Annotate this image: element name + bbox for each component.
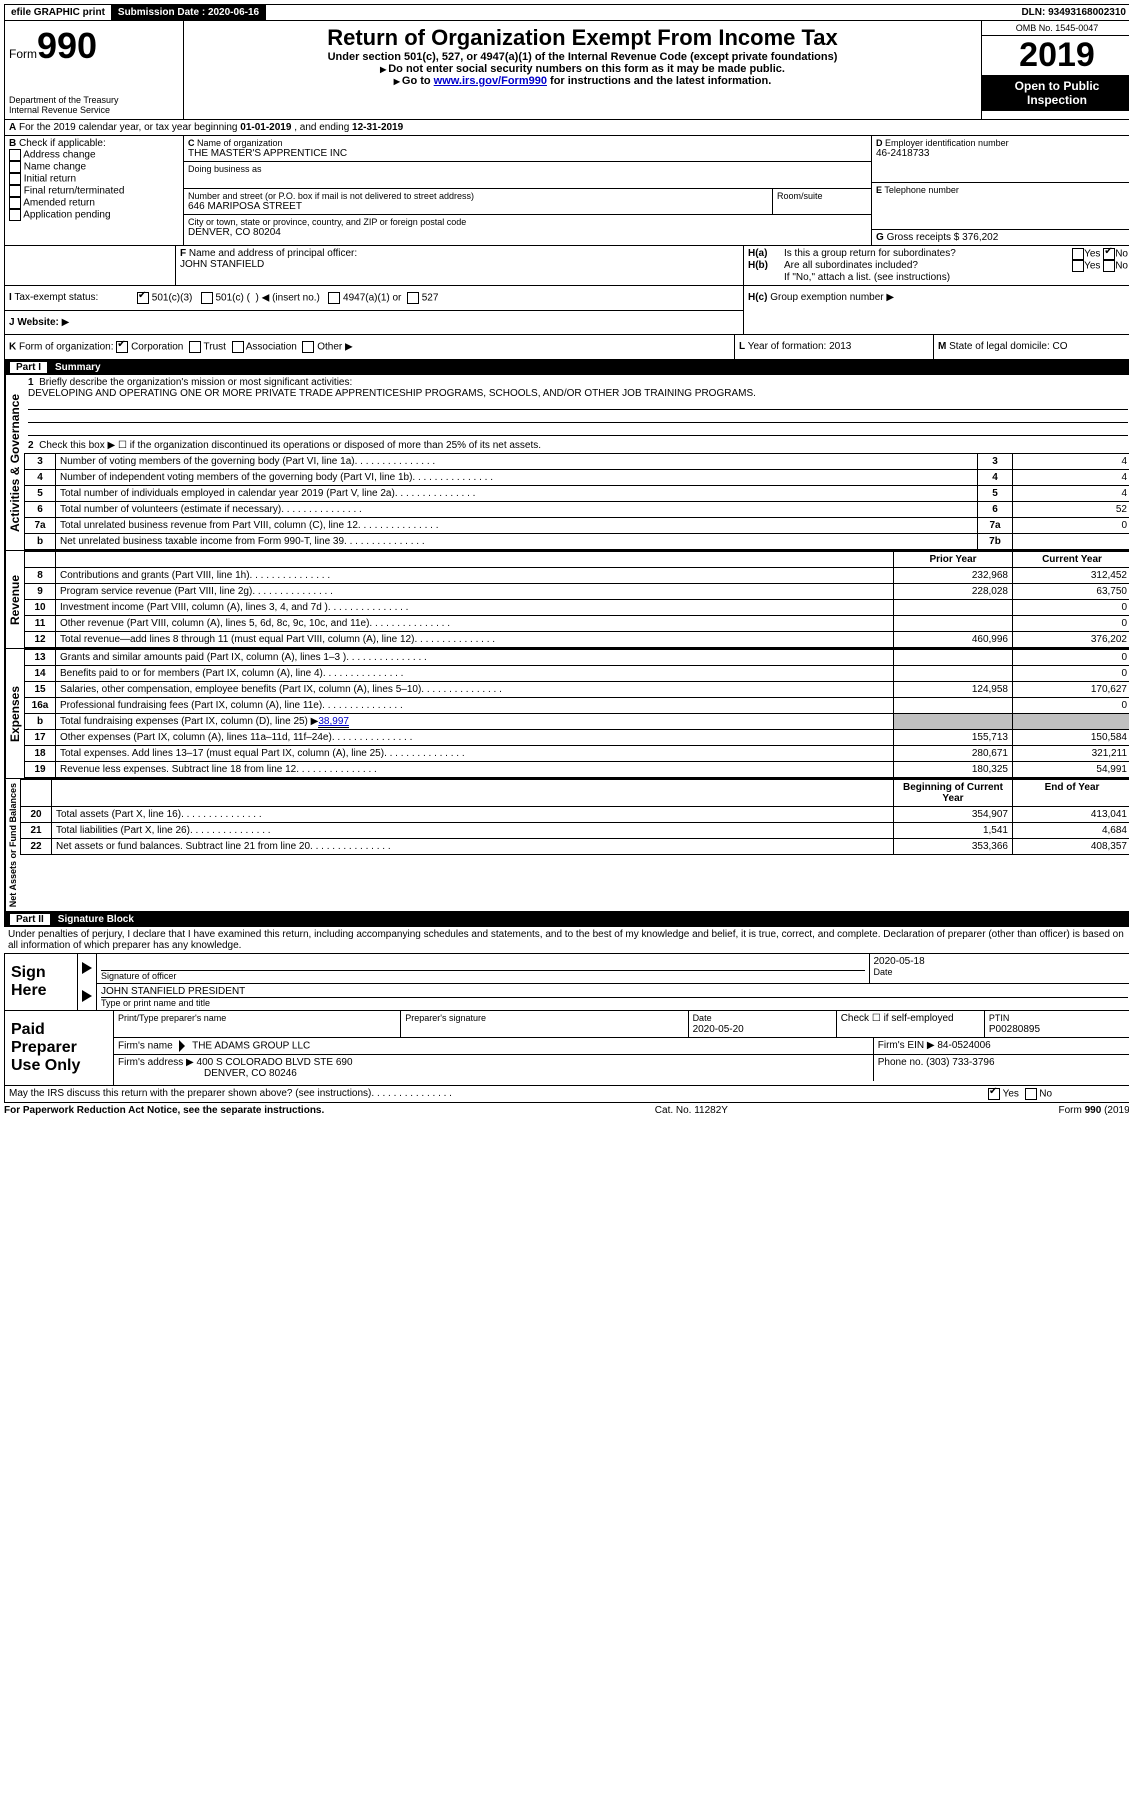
ha-no-checkbox[interactable]	[1103, 248, 1115, 260]
firm-addr2: DENVER, CO 80246	[204, 1068, 297, 1079]
org-name: THE MASTER'S APPRENTICE INC	[188, 148, 867, 159]
addr-change-checkbox[interactable]	[9, 149, 21, 161]
other-checkbox[interactable]	[302, 341, 314, 353]
firm-ein: 84-0524006	[937, 1040, 990, 1051]
trust-checkbox[interactable]	[189, 341, 201, 353]
year-formation: 2013	[829, 341, 851, 352]
gov-table: 3Number of voting members of the governi…	[24, 453, 1129, 550]
subtitle-3: Go to www.irs.gov/Form990 for instructio…	[188, 75, 977, 87]
perjury-text: Under penalties of perjury, I declare th…	[4, 927, 1129, 953]
part2-bar: Part IISignature Block	[4, 912, 1129, 927]
tax-year: 2019	[982, 36, 1129, 75]
501c3-checkbox[interactable]	[137, 292, 149, 304]
street-address: 646 MARIPOSA STREET	[188, 201, 768, 212]
expenses-table: 13Grants and similar amounts paid (Part …	[24, 649, 1129, 778]
self-employed: Check ☐ if self-employed	[837, 1011, 985, 1037]
sig-arrow-icon	[82, 990, 92, 1002]
ha-yes-checkbox[interactable]	[1072, 248, 1084, 260]
firm-phone: (303) 733-3796	[926, 1057, 994, 1068]
sign-here-block: Sign Here Signature of officer 2020-05-1…	[4, 953, 1129, 1011]
vlabel-activities: Activities & Governance	[5, 375, 24, 550]
form-header: Form990 Department of the Treasury Inter…	[5, 21, 1129, 120]
amended-checkbox[interactable]	[9, 197, 21, 209]
ptin: P00280895	[989, 1024, 1040, 1035]
name-change-checkbox[interactable]	[9, 161, 21, 173]
irs-label: Internal Revenue Service	[9, 105, 179, 115]
hb-no-checkbox[interactable]	[1103, 260, 1115, 272]
hb-yes-checkbox[interactable]	[1072, 260, 1084, 272]
final-return-checkbox[interactable]	[9, 185, 21, 197]
state-domicile: CO	[1053, 341, 1068, 352]
paid-preparer-block: Paid Preparer Use Only Print/Type prepar…	[4, 1011, 1129, 1086]
inspection-label: Open to Public Inspection	[982, 75, 1129, 111]
instructions-link[interactable]: www.irs.gov/Form990	[434, 75, 547, 87]
vlabel-expenses: Expenses	[5, 649, 24, 778]
dept-label: Department of the Treasury	[9, 95, 179, 105]
assoc-checkbox[interactable]	[232, 341, 244, 353]
gross-receipts: 376,202	[962, 232, 998, 243]
topbar: efile GRAPHIC print Submission Date : 20…	[4, 4, 1129, 21]
line2-text: Check this box ▶ ☐ if the organization d…	[39, 440, 541, 451]
pending-checkbox[interactable]	[9, 209, 21, 221]
form-title: Return of Organization Exempt From Incom…	[188, 25, 977, 51]
revenue-table: Prior YearCurrent Year8Contributions and…	[24, 551, 1129, 648]
header-info-row: B Check if applicable: Address change Na…	[5, 136, 1129, 245]
501c-checkbox[interactable]	[201, 292, 213, 304]
corp-checkbox[interactable]	[116, 341, 128, 353]
subtitle-2: Do not enter social security numbers on …	[188, 63, 977, 75]
period-line: A For the 2019 calendar year, or tax yea…	[5, 120, 1129, 136]
firm-name: THE ADAMS GROUP LLC	[192, 1041, 310, 1052]
officer-name: JOHN STANFIELD	[180, 259, 739, 270]
initial-return-checkbox[interactable]	[9, 173, 21, 185]
efile-label: efile GRAPHIC print	[5, 5, 112, 20]
omb-label: OMB No. 1545-0047	[982, 21, 1129, 36]
part1-bar: Part ISummary	[4, 360, 1129, 375]
sign-date: 2020-05-18	[874, 956, 1129, 967]
mission-text: DEVELOPING AND OPERATING ONE OR MORE PRI…	[28, 388, 756, 399]
officer-typed-name: JOHN STANFIELD PRESIDENT	[101, 986, 1128, 998]
room-suite: Room/suite	[773, 189, 871, 215]
prep-date: 2020-05-20	[693, 1024, 744, 1035]
firm-addr1: 400 S COLORADO BLVD STE 690	[197, 1057, 353, 1068]
city-state-zip: DENVER, CO 80204	[188, 227, 867, 238]
subtitle-1: Under section 501(c), 527, or 4947(a)(1)…	[188, 51, 977, 63]
page-footer: For Paperwork Reduction Act Notice, see …	[4, 1103, 1129, 1118]
vlabel-net: Net Assets or Fund Balances	[5, 779, 20, 911]
sig-arrow-icon	[82, 962, 92, 974]
submission-button[interactable]: Submission Date : 2020-06-16	[112, 5, 266, 20]
dln: DLN: 93493168002310	[1015, 5, 1129, 20]
4947-checkbox[interactable]	[328, 292, 340, 304]
ein: 46-2418733	[876, 148, 1128, 159]
net-table: Beginning of Current YearEnd of Year20To…	[20, 779, 1129, 855]
discuss-no-checkbox[interactable]	[1025, 1088, 1037, 1100]
vlabel-revenue: Revenue	[5, 551, 24, 648]
discuss-yes-checkbox[interactable]	[988, 1088, 1000, 1100]
527-checkbox[interactable]	[407, 292, 419, 304]
